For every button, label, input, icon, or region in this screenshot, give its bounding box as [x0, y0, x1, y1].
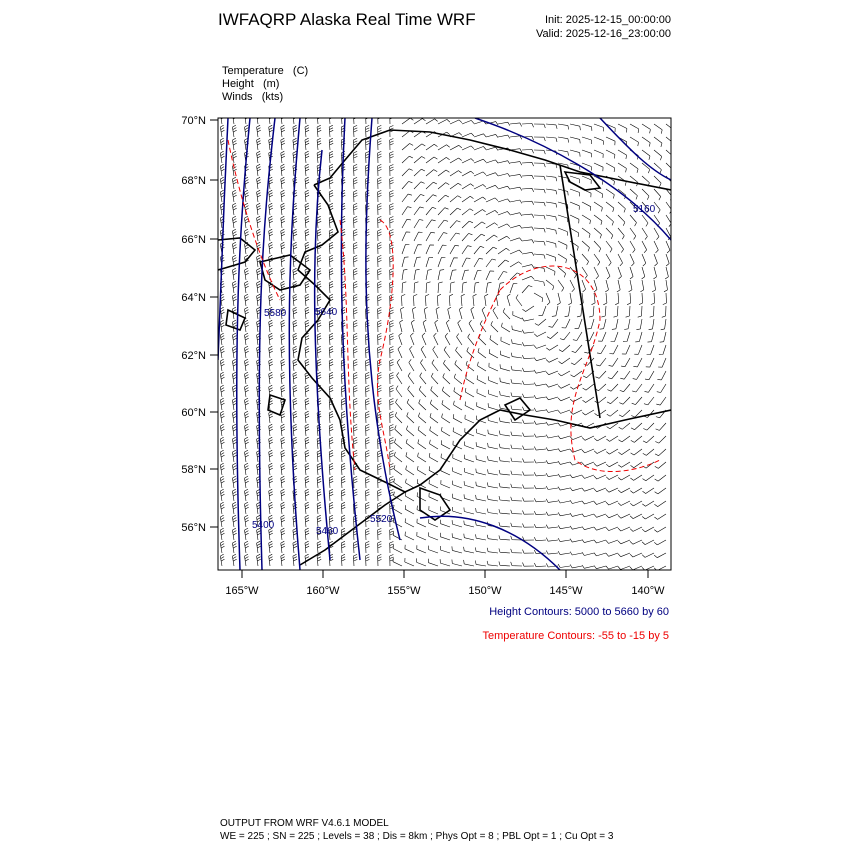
lon-label: 155°W — [387, 585, 421, 597]
barb-field — [220, 118, 671, 570]
contour-label: 5520 — [370, 514, 393, 525]
lat-label: 68°N — [181, 175, 206, 187]
temperature-contours — [227, 139, 661, 473]
field-label: Height (m) — [222, 78, 279, 90]
contour-label: 5160 — [633, 204, 656, 215]
temperature-legend: Temperature Contours: -55 to -15 by 5 — [483, 630, 669, 642]
field-label: Temperature (C) — [222, 65, 308, 77]
lon-label: 150°W — [468, 585, 502, 597]
lat-label: 70°N — [181, 115, 206, 127]
title: IWFAQRP Alaska Real Time WRF — [218, 10, 476, 29]
init-time: Init: 2025-12-15_00:00:00 — [545, 14, 671, 26]
contour-label: 5460 — [316, 526, 339, 537]
lon-label: 145°W — [549, 585, 583, 597]
contour-label: 5580 — [264, 308, 287, 319]
map — [218, 118, 671, 570]
contour-label: 5400 — [252, 520, 275, 531]
height-legend: Height Contours: 5000 to 5660 by 60 — [489, 606, 669, 618]
lat-label: 58°N — [181, 464, 206, 476]
height-contours — [218, 118, 671, 570]
valid-time: Valid: 2025-12-16_23:00:00 — [536, 28, 671, 40]
field-label: Winds (kts) — [222, 91, 283, 103]
coastline — [218, 129, 671, 566]
lon-label: 160°W — [306, 585, 340, 597]
lat-label: 62°N — [181, 350, 206, 362]
contour-labels: 5580 5640 5400 5460 5520 5160 — [252, 204, 656, 537]
contour-label: 5640 — [315, 307, 338, 318]
lon-labels: 165°W 160°W 155°W 150°W 145°W 140°W — [225, 570, 665, 597]
lat-label: 66°N — [181, 234, 206, 246]
footer-settings: WE = 225 ; SN = 225 ; Levels = 38 ; Dis … — [220, 831, 614, 842]
lat-labels: 70°N 68°N 66°N 64°N 62°N 60°N 58°N 56°N — [181, 115, 218, 534]
footer-model: OUTPUT FROM WRF V4.6.1 MODEL — [220, 818, 389, 829]
map-frame — [217, 117, 672, 571]
lon-label: 165°W — [225, 585, 259, 597]
wind-barbs — [220, 118, 671, 570]
lat-label: 56°N — [181, 522, 206, 534]
lat-label: 64°N — [181, 292, 206, 304]
lon-label: 140°W — [631, 585, 665, 597]
lat-label: 60°N — [181, 407, 206, 419]
